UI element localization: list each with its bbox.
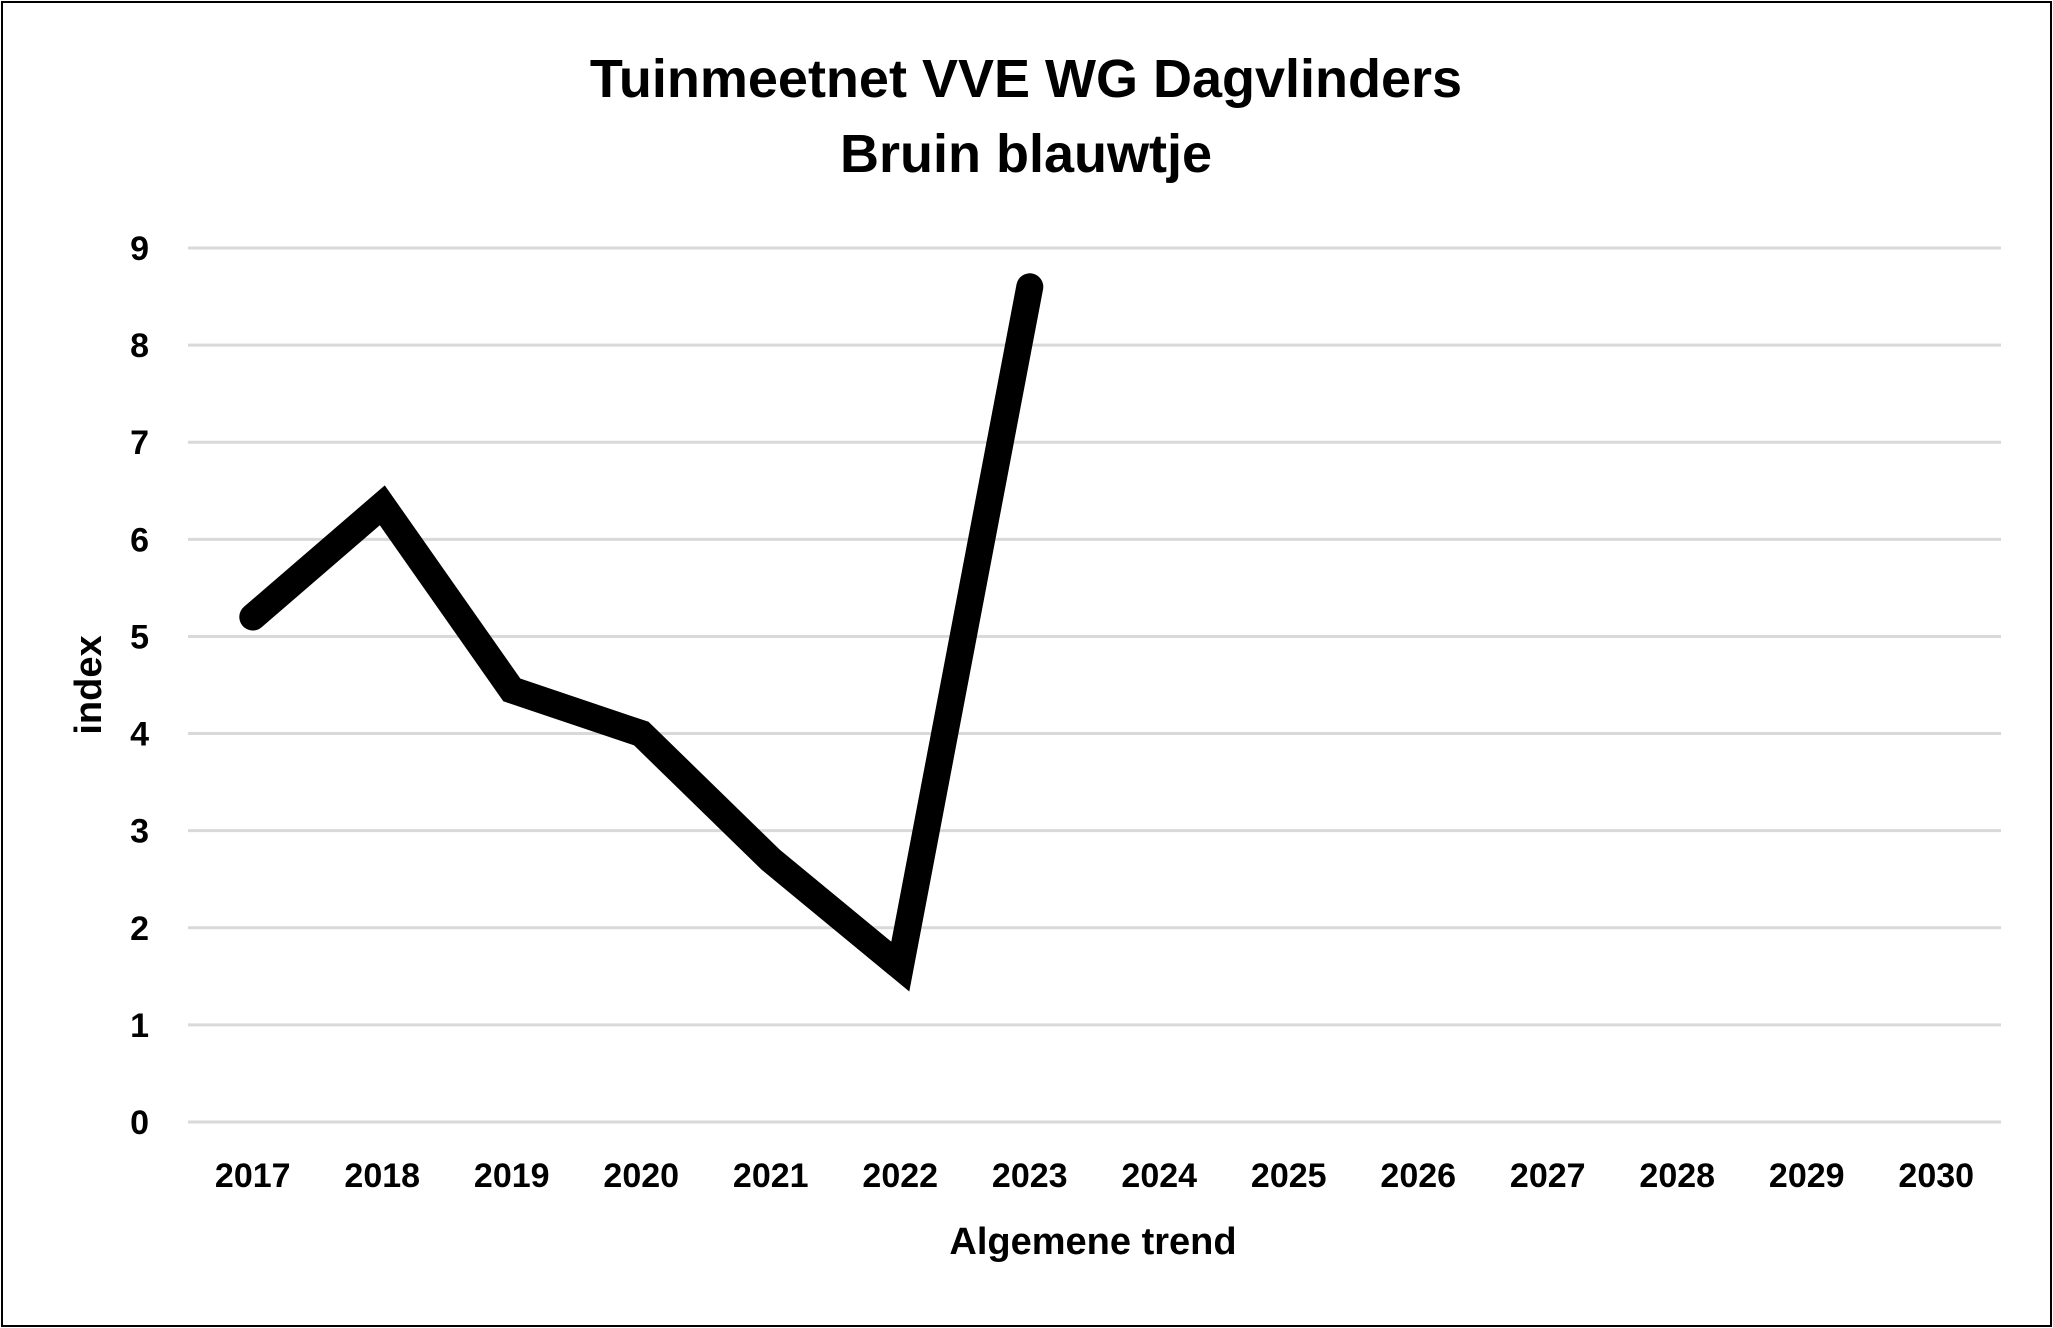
x-tick-label: 2020 [603, 1157, 679, 1195]
y-tick-label: 0 [130, 1104, 149, 1142]
x-tick-label: 2018 [344, 1157, 420, 1195]
y-tick-label: 5 [130, 618, 149, 656]
chart-title-line-2: Bruin blauwtje [840, 124, 1212, 184]
x-tick-label: 2021 [733, 1157, 809, 1195]
x-tick-label: 2017 [215, 1157, 291, 1195]
y-tick-label: 3 [130, 813, 149, 851]
data-point [252, 616, 254, 618]
y-tick-label: 7 [130, 424, 149, 462]
y-tick-label: 1 [130, 1007, 149, 1045]
data-point [511, 689, 513, 691]
chart-title: Tuinmeetnet VVE WG Dagvlinders Bruin bla… [590, 49, 1462, 184]
x-tick-label: 2024 [1121, 1157, 1197, 1195]
x-tick-label: 2023 [992, 1157, 1068, 1195]
y-tick-label: 4 [130, 716, 149, 754]
y-tick-label: 9 [130, 230, 149, 268]
x-tick-label: 2029 [1769, 1157, 1845, 1195]
x-tick-label: 2025 [1251, 1157, 1327, 1195]
data-point [1029, 286, 1031, 288]
x-axis-ticks: 2017 2018 2019 2020 2021 2022 2023 2024 2025 2026… [215, 1157, 1974, 1195]
x-tick-label: 2027 [1510, 1157, 1586, 1195]
x-axis-label: Algemene trend [949, 1221, 1236, 1263]
x-tick-label: 2019 [474, 1157, 550, 1195]
chart-title-line-1: Tuinmeetnet VVE WG Dagvlinders [590, 49, 1462, 109]
gridlines [188, 246, 2001, 1124]
series-line [239, 273, 1044, 992]
series-group [239, 273, 1044, 992]
x-tick-label: 2022 [862, 1157, 938, 1195]
x-tick-label: 2030 [1898, 1157, 1974, 1195]
data-point [381, 504, 383, 506]
data-point [899, 966, 901, 968]
y-axis-ticks: 0 1 2 3 4 5 6 7 8 9 [130, 230, 149, 1142]
data-point [640, 733, 642, 735]
y-tick-label: 6 [130, 521, 149, 559]
data-point [770, 859, 772, 861]
y-axis-label: index [68, 635, 110, 734]
y-tick-label: 8 [130, 327, 149, 365]
y-tick-label: 2 [130, 910, 149, 948]
x-tick-label: 2026 [1380, 1157, 1456, 1195]
x-tick-label: 2028 [1639, 1157, 1715, 1195]
